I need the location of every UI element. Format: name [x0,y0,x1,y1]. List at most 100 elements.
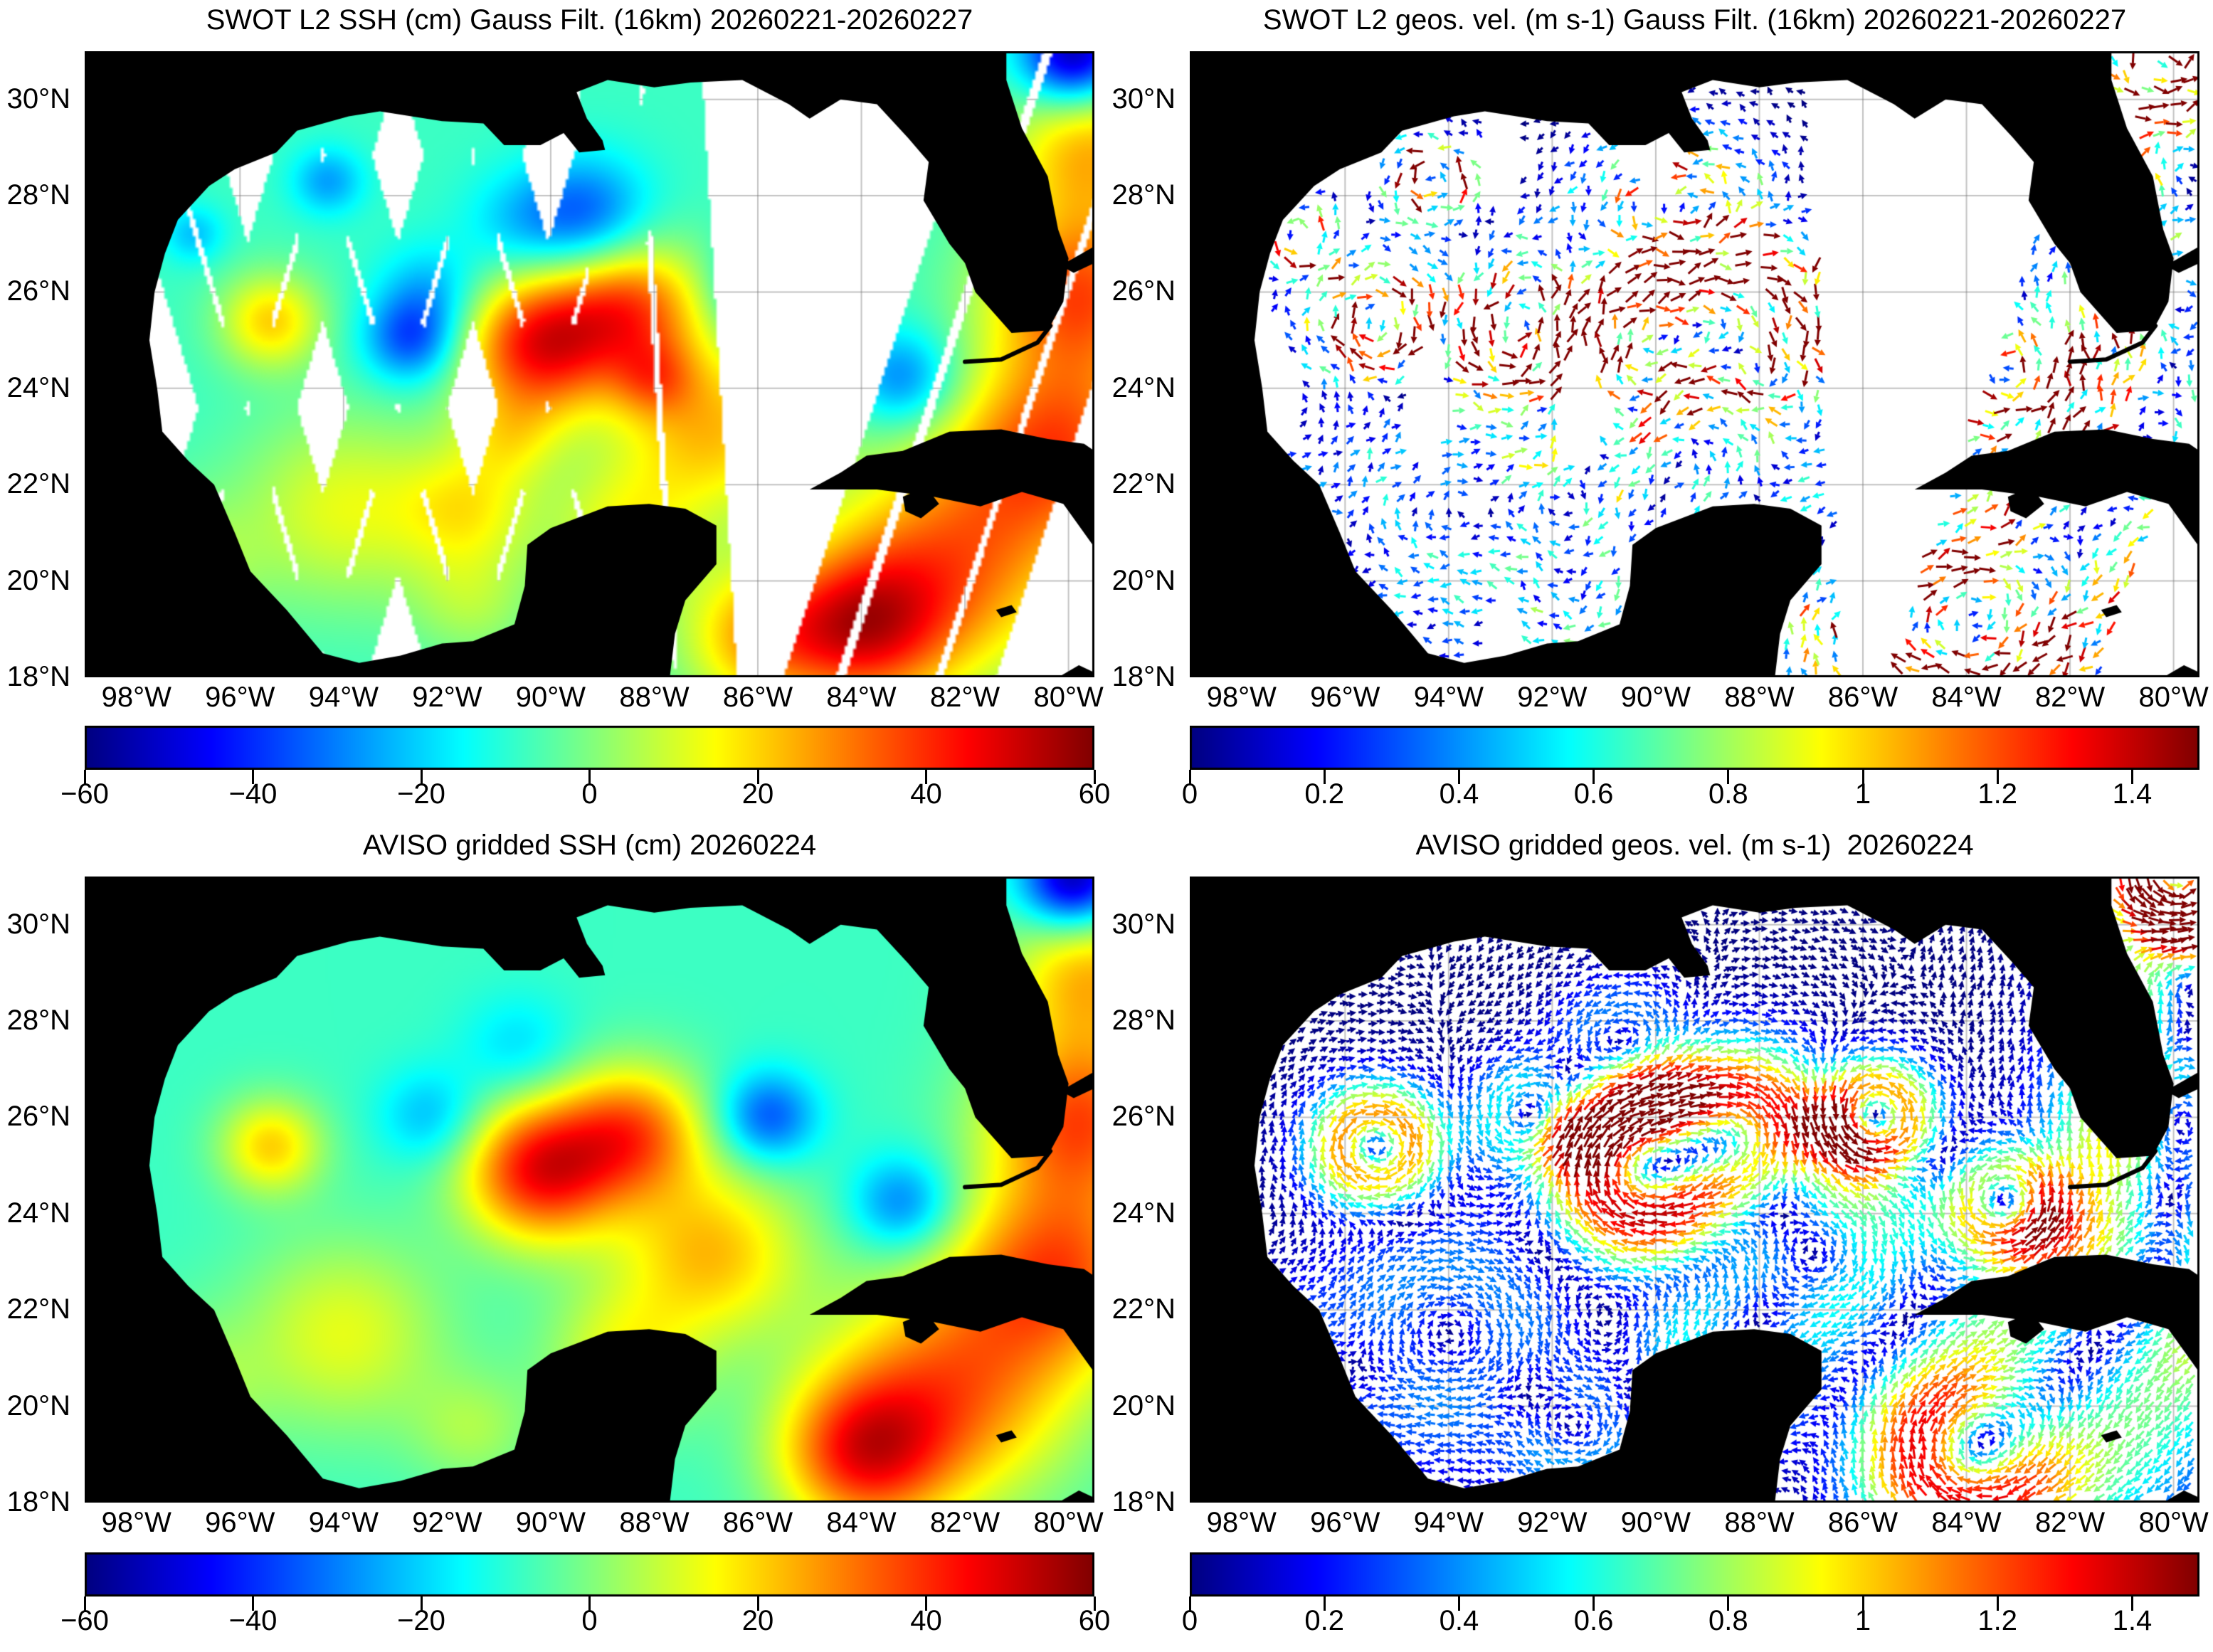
lat-tick-label: 20°N [1111,1389,1176,1421]
colorbar-tick-label: 20 [741,1605,774,1636]
colorbar-tick-mark [252,770,254,784]
colorbar-tick-mark [2130,770,2133,784]
colorbar-tick-label: −20 [397,778,445,810]
colorbar-swot-ssh [85,726,1094,770]
lon-tick-label: 94°W [308,1507,379,1538]
lon-tick-label: 84°W [826,1507,897,1538]
lon-tick-label: 82°W [929,682,1000,713]
colorbar-tick-mark [756,1597,759,1611]
lon-tick-label: 86°W [722,682,793,713]
lon-tick-label: 92°W [1517,1507,1588,1538]
lat-tick-label: 22°N [1111,468,1176,500]
colorbar-tick-mark [1996,770,1999,784]
lon-tick-label: 82°W [929,1507,1000,1538]
colorbar-tick-label: 1.2 [1977,778,2017,810]
colorbar-tick-mark [1593,770,1595,784]
colorbar-aviso-ssh [85,1552,1094,1597]
lon-tick-label: 88°W [619,1507,690,1538]
colorbar-swot-vel [1190,726,2199,770]
colorbar-tick-label: 40 [910,1605,942,1636]
colorbar-tick-label: 60 [1078,1605,1111,1636]
colorbar-tick-mark [588,1597,591,1611]
colorbar-tick-label: 0.4 [1439,1605,1479,1636]
lon-tick-label: 98°W [1206,682,1277,713]
colorbar-tick-mark [420,1597,423,1611]
panel-title-swot-vel: SWOT L2 geos. vel. (m s-1) Gauss Filt. (… [1262,4,2127,36]
colorbar-tick-mark [1188,1597,1191,1611]
lon-tick-label: 90°W [515,682,586,713]
lon-tick-label: 80°W [1033,682,1104,713]
lon-tick-label: 96°W [1310,1507,1380,1538]
lat-tick-label: 18°N [1111,661,1176,692]
colorbar-tick-mark [1861,770,1864,784]
colorbar-tick-label: 0.4 [1439,778,1479,810]
lon-tick-label: 92°W [1517,682,1588,713]
panel-title-aviso-vel: AVISO gridded geos. vel. (m s-1) 2026022… [1415,830,1974,861]
lat-tick-label: 28°N [6,179,70,211]
lon-tick-label: 92°W [412,1507,482,1538]
lon-tick-label: 86°W [722,1507,793,1538]
colorbar-tick-label: 0.6 [1573,1605,1614,1636]
colorbar-tick-mark [420,770,423,784]
colorbar-tick-mark [1727,1597,1730,1611]
lat-tick-label: 18°N [6,661,70,692]
colorbar-tick-mark [1093,1597,1096,1611]
lon-tick-label: 90°W [1620,1507,1691,1538]
lat-tick-label: 22°N [6,468,70,500]
lat-tick-label: 24°N [6,1197,70,1229]
colorbar-tick-label: 40 [910,778,942,810]
colorbar-tick-label: −40 [228,1605,278,1636]
lon-tick-label: 82°W [2034,1507,2106,1538]
lat-tick-label: 28°N [1111,1005,1176,1037]
lon-tick-label: 98°W [101,682,171,713]
colorbar-tick-mark [1593,1597,1595,1611]
lon-tick-label: 86°W [1827,682,1898,713]
lon-tick-label: 80°W [2138,1507,2209,1538]
lat-tick-label: 28°N [6,1005,70,1037]
lat-tick-label: 18°N [1111,1486,1176,1518]
lat-tick-label: 20°N [6,564,70,596]
panel-title-aviso-ssh: AVISO gridded SSH (cm) 20260224 [362,830,817,861]
lon-tick-label: 88°W [1724,682,1795,713]
colorbar-tick-mark [252,1597,254,1611]
colorbar-tick-mark [1861,1597,1864,1611]
colorbar-tick-label: −60 [60,778,109,810]
colorbar-tick-mark [1323,770,1326,784]
colorbar-tick-mark [83,1597,86,1611]
colorbar-tick-label: −40 [228,778,278,810]
lat-tick-label: 24°N [6,371,70,403]
colorbar-tick-label: 1.4 [2112,778,2153,810]
lon-tick-label: 94°W [308,682,379,713]
lat-tick-label: 26°N [1111,275,1176,307]
lat-tick-label: 28°N [1111,179,1176,211]
map-swot-vel [1190,51,2199,677]
colorbar-tick-label: 0.8 [1708,778,1748,810]
colorbar-tick-label: 1.4 [2112,1605,2153,1636]
lon-tick-label: 80°W [1033,1507,1104,1538]
lat-tick-label: 30°N [1111,908,1176,940]
lon-tick-label: 96°W [205,682,275,713]
colorbar-aviso-vel [1190,1552,2199,1597]
colorbar-tick-mark [925,1597,927,1611]
lon-tick-label: 80°W [2138,682,2209,713]
colorbar-tick-mark [756,770,759,784]
colorbar-tick-label: 0.6 [1573,778,1614,810]
colorbar-tick-mark [1323,1597,1326,1611]
lat-tick-label: 22°N [1111,1293,1176,1325]
lon-tick-label: 96°W [205,1507,275,1538]
lon-tick-label: 98°W [1206,1507,1277,1538]
colorbar-tick-mark [1996,1597,1999,1611]
lon-tick-label: 98°W [101,1507,171,1538]
lat-tick-label: 22°N [6,1293,70,1325]
lat-tick-label: 20°N [6,1389,70,1421]
colorbar-tick-label: 0 [1181,1605,1198,1636]
colorbar-tick-label: 1 [1854,1605,1871,1636]
colorbar-tick-mark [2130,1597,2133,1611]
colorbar-tick-label: 0.2 [1304,778,1344,810]
lon-tick-label: 88°W [1724,1507,1795,1538]
lon-tick-label: 84°W [826,682,897,713]
colorbar-tick-mark [588,770,591,784]
colorbar-tick-label: 0 [581,1605,598,1636]
colorbar-tick-mark [1727,770,1730,784]
